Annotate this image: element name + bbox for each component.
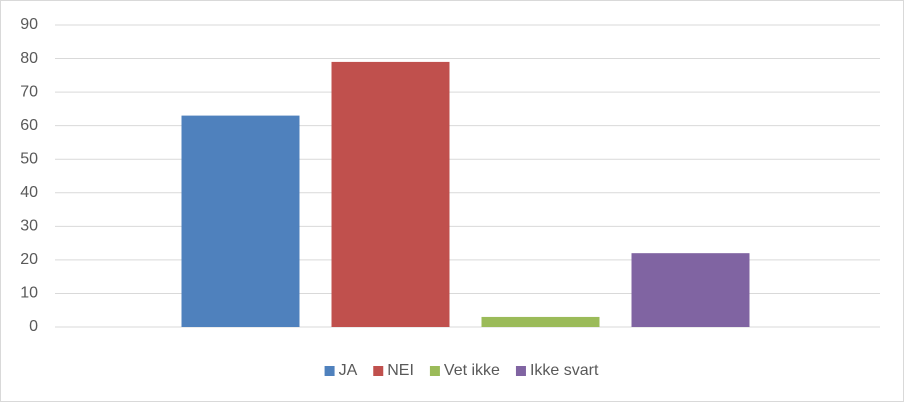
legend-label: Vet ikke <box>444 362 500 379</box>
legend-label: JA <box>339 362 358 379</box>
bar <box>181 115 300 327</box>
y-tick-label: 40 <box>20 184 38 201</box>
y-tick-label: 60 <box>20 117 38 134</box>
y-tick-label: 30 <box>20 218 38 235</box>
y-tick-label: 80 <box>20 50 38 67</box>
y-tick-label: 50 <box>20 150 38 167</box>
y-tick-label: 70 <box>20 83 38 100</box>
legend-label: NEI <box>387 362 414 379</box>
legend-swatch <box>373 366 384 376</box>
y-tick-label: 90 <box>20 16 38 33</box>
y-tick-label: 20 <box>20 251 38 268</box>
y-tick-label: 10 <box>20 285 38 302</box>
legend-swatch <box>324 366 335 376</box>
bar <box>331 61 450 328</box>
legend-swatch <box>515 366 526 376</box>
y-tick-label: 0 <box>29 318 38 335</box>
legend-swatch <box>429 366 440 376</box>
bar <box>631 253 750 327</box>
legend-label: Ikke svart <box>530 362 599 379</box>
bar <box>481 316 600 327</box>
